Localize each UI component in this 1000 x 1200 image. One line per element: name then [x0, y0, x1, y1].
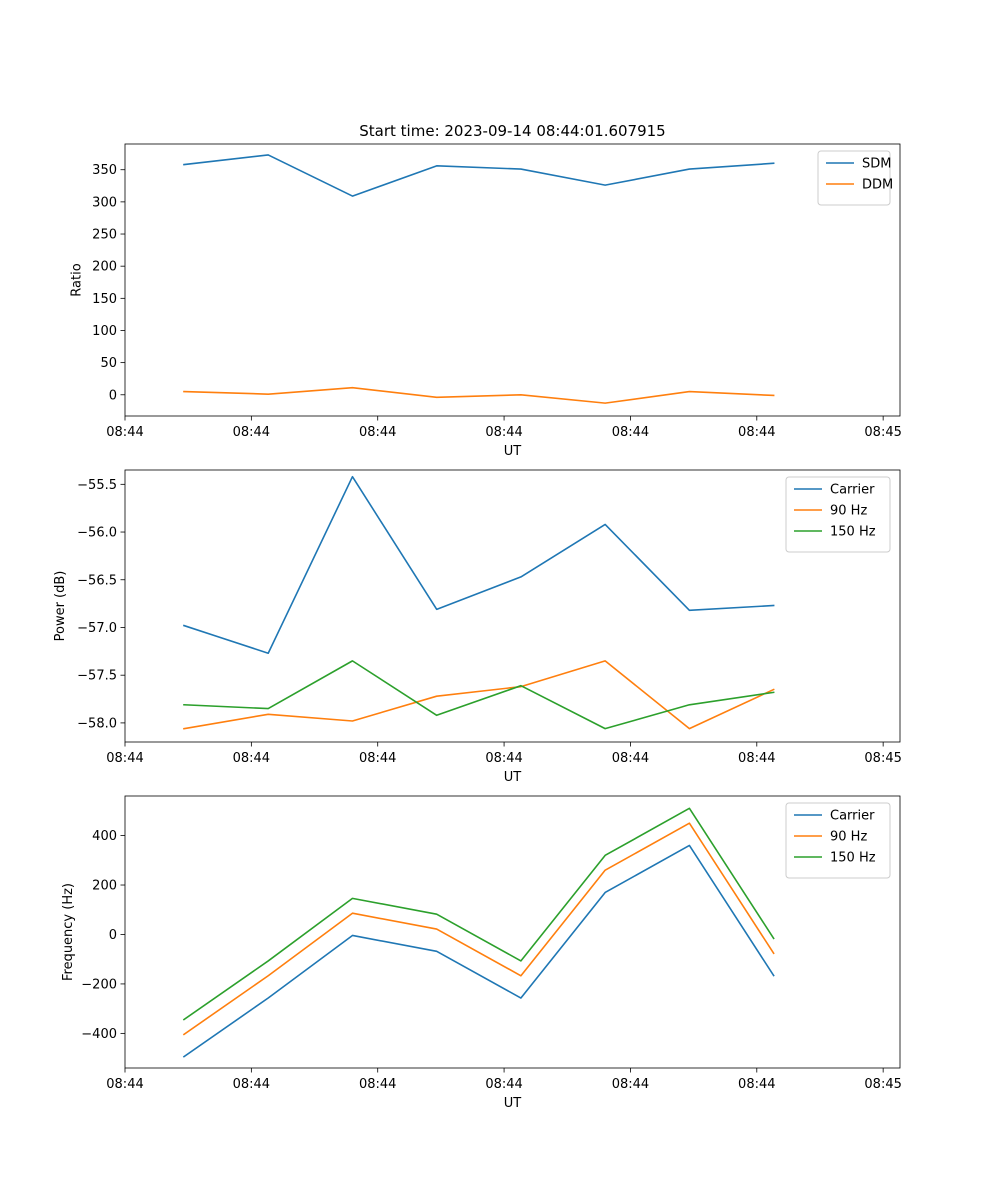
power-legend-label-150-hz: 150 Hz: [830, 525, 876, 540]
subplot-frequency: 08:44 08:44 08:44 08:44 08:44 08:44 08:45 −400 −…: [61, 795, 902, 1111]
frequency-x-tick-label: 08:44: [106, 1077, 143, 1092]
power-legend: Carrier 90 Hz 150 Hz: [785, 476, 891, 553]
chart-title: Start time: 2023-09-14 08:44:01.607915: [359, 122, 665, 140]
ratio-y-tick-label: 250: [92, 228, 117, 243]
ratio-axes-frame: [124, 143, 901, 417]
frequency-legend-box: [785, 802, 891, 879]
ratio-x-tick-label: 08:44: [612, 425, 649, 440]
power-x-tick-label: 08:44: [612, 751, 649, 766]
ratio-series-ddm-line: [183, 386, 775, 404]
subplot-ratio: 08:44 08:44 08:44 08:44 08:44 08:44 08:45 0 50 10…: [69, 143, 902, 459]
ratio-series-sdm-line: [183, 154, 775, 197]
ratio-x-tick-label: 08:44: [106, 425, 143, 440]
frequency-y-tick-label: 400: [92, 829, 117, 844]
frequency-x-tick-label: 08:44: [359, 1077, 396, 1092]
power-y-tick-label: −57.0: [77, 621, 117, 636]
frequency-legend-label-carrier: Carrier: [830, 809, 875, 824]
ratio-x-tick-label: 08:44: [233, 425, 270, 440]
power-y-axis-label: Power (dB): [53, 571, 68, 642]
subplot-power: 08:44 08:44 08:44 08:44 08:44 08:44 08:45 −58.0…: [53, 469, 902, 785]
ratio-legend-label-sdm: SDM: [862, 157, 891, 172]
frequency-legend: Carrier 90 Hz 150 Hz: [785, 802, 891, 879]
power-y-tick-label: −55.5: [77, 478, 117, 493]
power-x-tick-label: 08:45: [864, 751, 901, 766]
power-y-tick-label: −56.0: [77, 526, 117, 541]
ratio-y-tick-label: 150: [92, 292, 117, 307]
power-legend-label-carrier: Carrier: [830, 483, 875, 498]
frequency-y-tick-label: −400: [81, 1027, 117, 1042]
ratio-y-tick-label: 200: [92, 260, 117, 275]
power-axes-frame: [124, 469, 901, 743]
power-y-tick-label: −56.5: [77, 573, 117, 588]
frequency-x-tick-label: 08:44: [738, 1077, 775, 1092]
frequency-legend-label-150-hz: 150 Hz: [830, 851, 876, 866]
ratio-y-tick-label: 100: [92, 324, 117, 339]
frequency-y-tick-label: −200: [81, 977, 117, 992]
frequency-y-tick-label: 200: [92, 879, 117, 894]
power-x-tick-label: 08:44: [738, 751, 775, 766]
ratio-y-axis-label: Ratio: [69, 263, 84, 296]
frequency-series-carrier-line: [182, 844, 775, 1058]
power-y-tick-label: −57.5: [77, 669, 117, 684]
power-x-tick-label: 08:44: [485, 751, 522, 766]
ratio-x-tick-label: 08:44: [359, 425, 396, 440]
frequency-series-90-hz-line: [182, 822, 775, 1036]
ratio-y-tick-label: 0: [109, 388, 117, 403]
ratio-x-tick-label: 08:44: [738, 425, 775, 440]
ratio-legend-box: [817, 150, 891, 206]
ratio-y-tick-label: 300: [92, 195, 117, 210]
power-x-tick-label: 08:44: [233, 751, 270, 766]
power-x-axis-label: UT: [504, 770, 522, 785]
frequency-y-axis-label: Frequency (Hz): [61, 883, 76, 981]
frequency-x-tick-label: 08:45: [864, 1077, 901, 1092]
power-series-carrier-line: [182, 475, 775, 655]
power-x-tick-label: 08:44: [106, 751, 143, 766]
ratio-x-axis-label: UT: [504, 444, 522, 459]
frequency-legend-label-90-hz: 90 Hz: [830, 830, 867, 845]
power-legend-box: [785, 476, 891, 553]
power-x-tick-label: 08:44: [359, 751, 396, 766]
frequency-x-tick-label: 08:44: [485, 1077, 522, 1092]
ratio-legend-label-ddm: DDM: [862, 178, 893, 193]
power-series-90-hz-line: [183, 660, 775, 730]
frequency-x-tick-label: 08:44: [612, 1077, 649, 1092]
frequency-axes-frame: [124, 795, 901, 1069]
ratio-legend: SDM DDM: [817, 150, 893, 206]
power-legend-label-90-hz: 90 Hz: [830, 504, 867, 519]
frequency-series-150-hz-line: [182, 807, 775, 1021]
ratio-y-tick-label: 350: [92, 163, 117, 178]
frequency-x-axis-label: UT: [504, 1096, 522, 1111]
subplots: 08:44 08:44 08:44 08:44 08:44 08:44 08:45 0 50 10…: [53, 143, 902, 1111]
ratio-x-tick-label: 08:44: [485, 425, 522, 440]
ratio-x-tick-label: 08:45: [864, 425, 901, 440]
power-series-150-hz-line: [183, 660, 775, 730]
frequency-y-tick-label: 0: [109, 928, 117, 943]
ratio-y-tick-label: 50: [100, 356, 117, 371]
power-y-tick-label: −58.0: [77, 716, 117, 731]
frequency-x-tick-label: 08:44: [233, 1077, 270, 1092]
